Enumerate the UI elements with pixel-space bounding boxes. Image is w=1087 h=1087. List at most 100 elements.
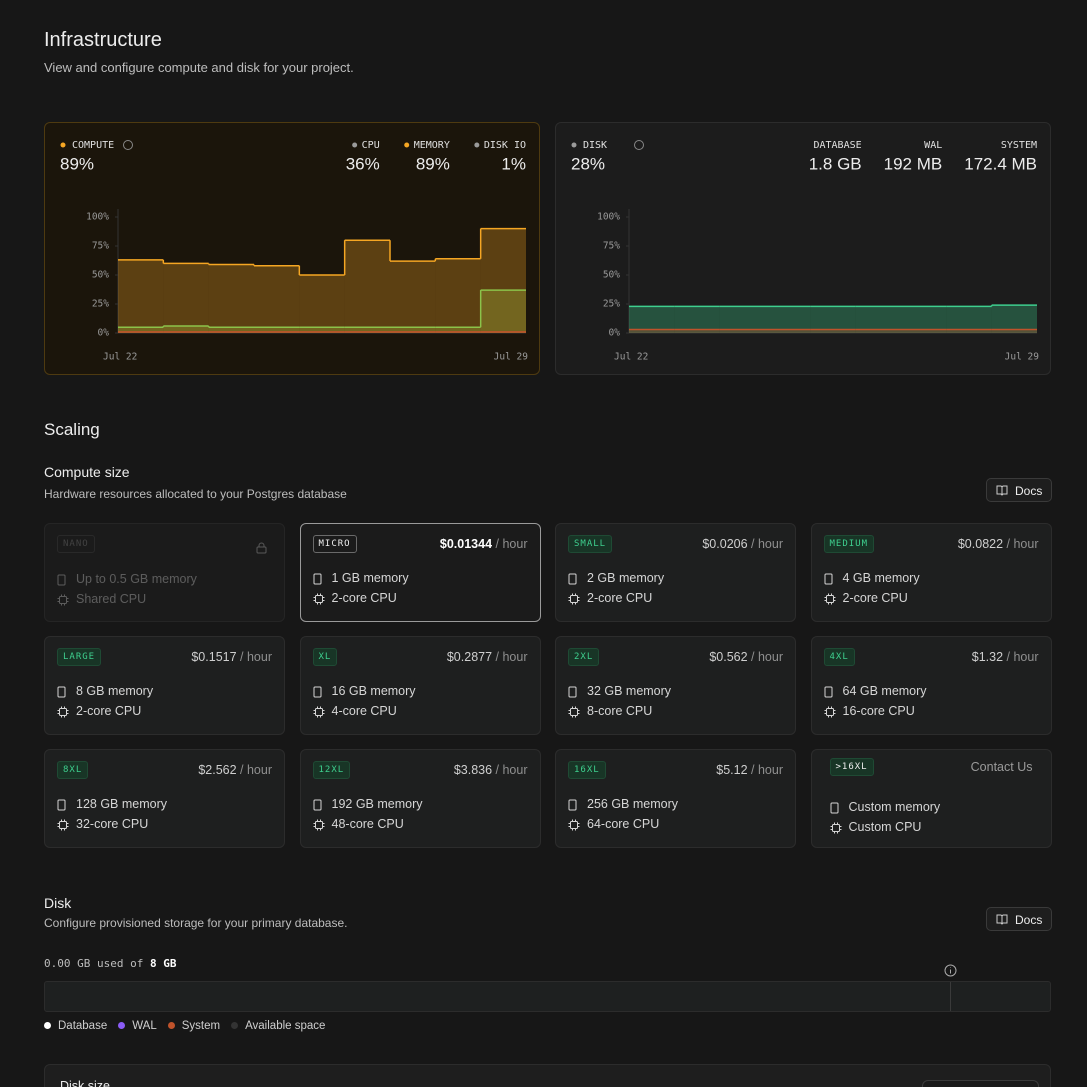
- tier-card[interactable]: XL $0.2877 / hour 16 GB memory 4-core CPU: [299, 636, 541, 735]
- tier-price: $1.32 / hour: [972, 650, 1039, 664]
- disk-size-card: Disk size: [44, 1064, 1051, 1087]
- memory-label: 1 GB memory: [331, 571, 409, 585]
- memory-row: Custom memory: [830, 800, 941, 814]
- memory-row: 16 GB memory: [313, 684, 416, 698]
- tier-card[interactable]: LARGE $0.1517 / hour 8 GB memory 2-core CPU: [44, 636, 285, 735]
- price-value: $0.01344: [439, 537, 493, 551]
- memory-label: 256 GB memory: [587, 797, 679, 811]
- tier-tag: LARGE: [57, 648, 102, 666]
- price-unit: / hour: [495, 763, 528, 777]
- legend-dot: [231, 1022, 239, 1029]
- tier-card[interactable]: MEDIUM $0.0822 / hour 4 GB memory 2-core CP…: [810, 523, 1052, 622]
- tier-card[interactable]: >16XL Contact Us Custom memory Custom CPU: [810, 749, 1052, 848]
- price-unit: / hour: [240, 763, 272, 777]
- area-step: [299, 275, 345, 333]
- tier-card[interactable]: 2XL $0.562 / hour 32 GB memory 8-core CPU: [555, 636, 796, 735]
- area-step: [855, 329, 901, 333]
- chart: DISK 28% SYSTEM 172.4 MB WAL 192 MB DATABASE 1.…: [571, 140, 1039, 363]
- summary-label: COMPUTE: [72, 140, 114, 151]
- tier-card[interactable]: 4XL $1.32 / hour 64 GB memory 16-core CPU: [810, 636, 1052, 735]
- memory-label: Up to 0.5 GB memory: [76, 572, 197, 586]
- tier-price: $5.12 / hour: [716, 763, 783, 777]
- book-icon: [996, 485, 1008, 496]
- tier-card[interactable]: 8XL $2.562 / hour 128 GB memory 32-core CPU: [44, 749, 285, 848]
- memory-row: 256 GB memory: [568, 797, 678, 811]
- price-value: $0.1517: [191, 650, 237, 664]
- y-tick-label: 25%: [92, 299, 109, 310]
- memory-label: 16 GB memory: [331, 684, 416, 698]
- legend-label: CPU: [362, 140, 380, 151]
- legend-label: System: [181, 1020, 221, 1032]
- x-tick-label: Jul 22: [103, 352, 137, 363]
- x-tick-label: Jul 22: [614, 352, 648, 363]
- legend-value: 1.8 GB: [809, 154, 862, 173]
- y-tick-label: 75%: [92, 241, 109, 252]
- tier-price: $0.562 / hour: [709, 650, 783, 664]
- help-icon[interactable]: [634, 140, 644, 150]
- tier-price: $2.562 / hour: [198, 763, 272, 777]
- subsection-title: Compute size: [44, 464, 130, 480]
- cpu-label: 2-core CPU: [331, 591, 397, 605]
- area-step: [719, 306, 765, 333]
- tier-price: $0.01344 / hour: [440, 537, 528, 551]
- memory-label: 4 GB memory: [842, 571, 920, 585]
- legend-dot: [474, 142, 480, 148]
- y-tick-label: 0%: [98, 328, 110, 339]
- tier-card[interactable]: 16XL $5.12 / hour 256 GB memory 64-core CPU: [555, 749, 796, 848]
- cpu-row: 8-core CPU: [568, 704, 652, 718]
- page-title: Infrastructure: [44, 29, 162, 51]
- tier-price: $3.836 / hour: [454, 763, 528, 777]
- cpu-label: 64-core CPU: [587, 817, 660, 831]
- y-tick-label: 100%: [86, 212, 109, 223]
- tier-tag: 12XL: [312, 761, 351, 779]
- legend-dot: [118, 1022, 126, 1029]
- docs-button[interactable]: Docs: [986, 907, 1053, 931]
- card-title: Disk size: [60, 1079, 111, 1087]
- cpu-row: 16-core CPU: [824, 704, 915, 718]
- tier-card[interactable]: SMALL $0.0206 / hour 2 GB memory 2-core CPU: [555, 523, 796, 622]
- legend-item: Database: [44, 1020, 107, 1032]
- area-step: [163, 263, 209, 333]
- price-value: $0.562: [709, 650, 748, 664]
- cpu-row: Custom CPU: [830, 820, 921, 834]
- cpu-label: 16-core CPU: [842, 704, 915, 718]
- cpu-row: 4-core CPU: [313, 704, 397, 718]
- page-subtitle: View and configure compute and disk for …: [44, 60, 354, 75]
- memory-label: Custom memory: [848, 800, 941, 814]
- price-value: $0.0822: [957, 537, 1004, 551]
- tier-card[interactable]: MICRO $0.01344 / hour 1 GB memory 2-core CP…: [299, 523, 541, 622]
- memory-row: 4 GB memory: [824, 571, 920, 585]
- summary-value: 28%: [571, 154, 605, 173]
- area-step: [208, 327, 254, 333]
- price-value: $3.836: [453, 763, 493, 777]
- help-icon[interactable]: [123, 140, 133, 150]
- area-step: [435, 258, 481, 333]
- area-step: [810, 306, 856, 333]
- contact-link[interactable]: Contact Us: [970, 760, 1033, 774]
- area-step: [118, 327, 164, 333]
- tier-tag: XL: [312, 648, 338, 666]
- area-step: [163, 326, 209, 333]
- info-icon[interactable]: [944, 964, 957, 977]
- area-step: [480, 228, 526, 333]
- area-step: [390, 261, 436, 333]
- book-icon: [996, 914, 1008, 925]
- area-step: [480, 290, 526, 333]
- area-step: [344, 327, 390, 333]
- tier-card[interactable]: 12XL $3.836 / hour 192 GB memory 48-core CP…: [299, 749, 541, 848]
- y-tick-label: 25%: [603, 299, 620, 310]
- area-step: [254, 265, 300, 333]
- area-step: [765, 306, 811, 333]
- price-unit: / hour: [751, 650, 783, 664]
- cpu-row: 64-core CPU: [568, 817, 659, 831]
- tier-card[interactable]: NANO Up to 0.5 GB memory Shared CPU: [44, 523, 285, 622]
- area-step: [901, 329, 947, 333]
- price-unit: / hour: [495, 650, 528, 664]
- area-step: [855, 306, 901, 333]
- docs-button[interactable]: Docs: [986, 478, 1053, 502]
- size-input[interactable]: [922, 1080, 1039, 1087]
- memory-label: 128 GB memory: [76, 797, 168, 811]
- y-tick-label: 0%: [609, 328, 621, 339]
- price-unit: / hour: [240, 650, 272, 664]
- area-step: [719, 329, 765, 333]
